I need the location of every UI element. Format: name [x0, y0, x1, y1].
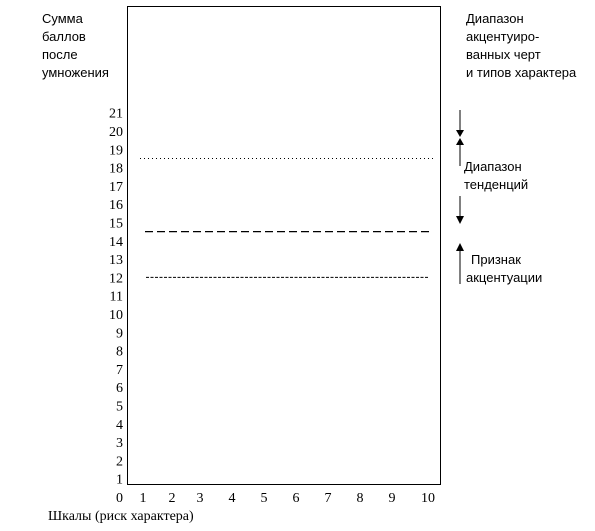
x-tick-label: 9 — [389, 491, 396, 506]
accentuation-arrow-head-up — [456, 243, 464, 251]
y-tick-label: 8 — [116, 345, 123, 360]
tendency-arrow-head-down — [456, 216, 464, 224]
y-tick-label: 2 — [116, 454, 123, 469]
upper-arrow-head-down — [456, 130, 464, 137]
y-tick-label: 18 — [109, 162, 123, 177]
y-tick-label: 10 — [109, 308, 123, 323]
y-tick-label: 21 — [109, 107, 123, 122]
x-tick-label: 1 — [140, 491, 147, 506]
y-tick-label: 1 — [116, 473, 123, 488]
y-tick-label: 0 — [116, 491, 123, 506]
y-tick-label: 5 — [116, 400, 123, 415]
range-arrows — [456, 110, 464, 284]
right-heading-line-4: и типов характера — [466, 65, 577, 80]
range-tendencies-line-1: Диапазон — [464, 159, 522, 174]
y-tick-label: 4 — [116, 418, 123, 433]
y-tick-label: 3 — [116, 436, 123, 451]
x-tick-label: 2 — [169, 491, 176, 506]
y-tick-label: 15 — [109, 217, 123, 232]
y-tick-label: 11 — [110, 290, 123, 305]
left-heading-line-3: после — [42, 47, 78, 62]
left-heading-line-1: Сумма — [42, 11, 83, 26]
y-tick-label: 16 — [109, 198, 123, 213]
range-tendencies-line-2: тенденций — [464, 177, 529, 192]
y-tick-label: 7 — [116, 363, 123, 378]
x-axis-ticks: 1 2 3 4 5 6 7 8 9 10 — [140, 491, 436, 506]
plot-frame — [127, 6, 441, 485]
right-heading-line-3: ванных черт — [466, 47, 541, 62]
y-tick-label: 12 — [109, 271, 123, 286]
left-heading-line-4: умножения — [42, 65, 109, 80]
right-heading-line-1: Диапазон — [466, 11, 524, 26]
y-tick-label: 19 — [109, 143, 123, 158]
x-tick-label: 10 — [421, 491, 435, 506]
x-tick-label: 6 — [293, 491, 300, 506]
x-tick-label: 7 — [325, 491, 332, 506]
y-tick-label: 13 — [109, 253, 123, 268]
y-tick-label: 6 — [116, 381, 123, 396]
sign-accentuation-line-2: акцентуации — [466, 270, 543, 285]
x-tick-label: 5 — [261, 491, 268, 506]
threshold-lines — [140, 157, 433, 278]
x-axis-label: Шкалы (риск характера) — [48, 509, 194, 524]
y-tick-label: 9 — [116, 326, 123, 341]
left-heading-line-2: баллов — [42, 29, 86, 44]
right-heading-line-2: акцентуиро- — [466, 29, 540, 44]
x-tick-label: 3 — [197, 491, 204, 506]
tendency-arrow-head-up — [456, 138, 464, 145]
y-tick-label: 14 — [109, 235, 123, 250]
sign-accentuation-line-1: Признак — [471, 252, 521, 267]
y-tick-label: 17 — [109, 180, 123, 195]
x-tick-label: 4 — [229, 491, 236, 506]
x-tick-label: 8 — [357, 491, 364, 506]
y-tick-label: 20 — [109, 125, 123, 140]
